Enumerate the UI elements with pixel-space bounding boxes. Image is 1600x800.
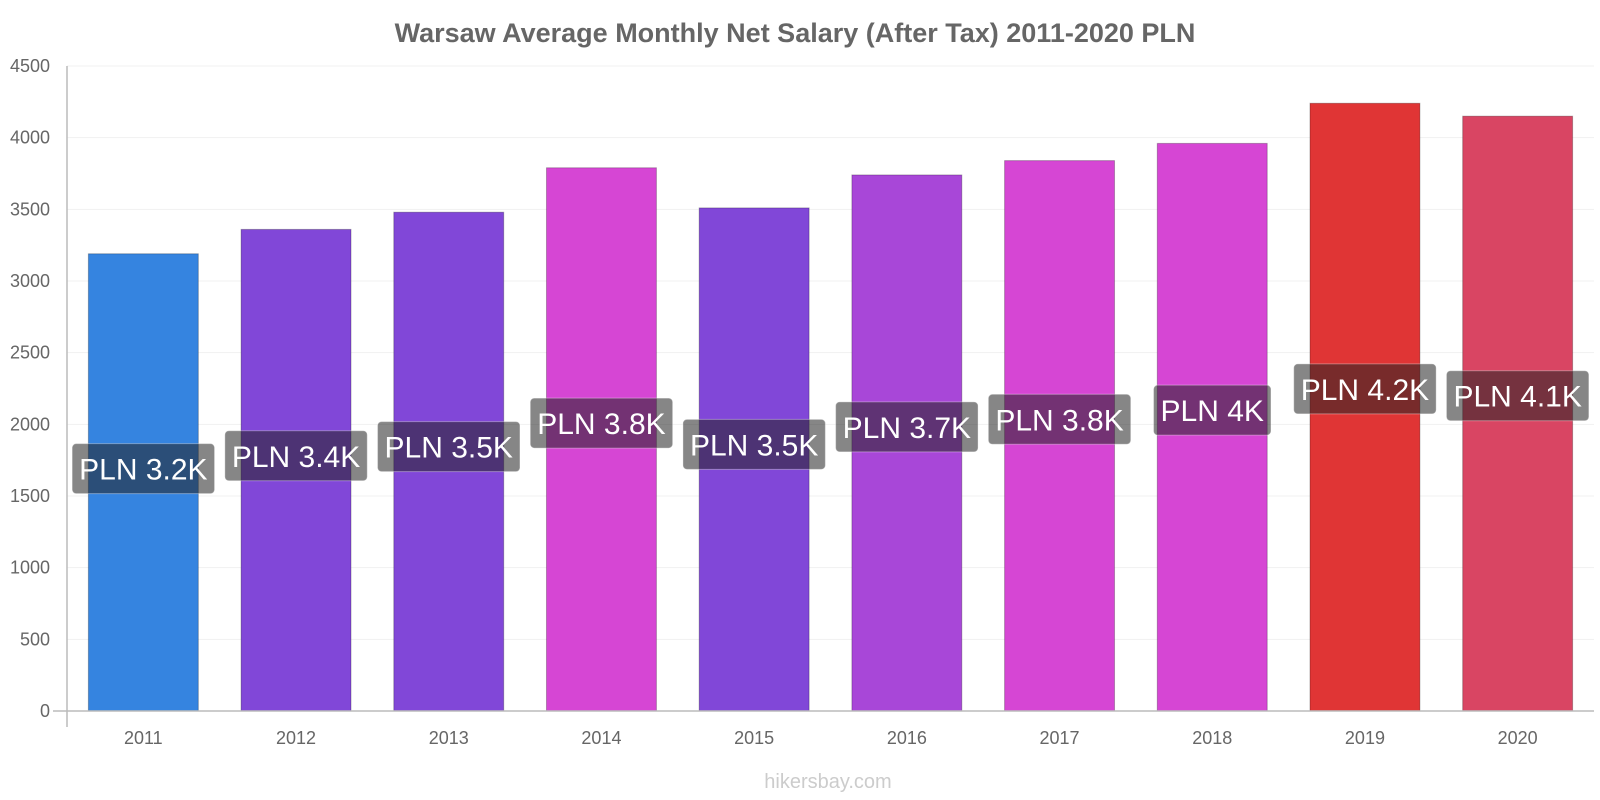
data-label-text: PLN 3.2K <box>79 454 207 487</box>
x-tick-label: 2011 <box>124 728 163 748</box>
data-labels: PLN 3.2K PLN 3.4K PLN 3.5K PLN 3.8K PLN 3.5K… <box>71 363 1590 495</box>
chart-title: Warsaw Average Monthly Net Salary (After… <box>395 18 1196 48</box>
x-tick-label: 2020 <box>1498 728 1538 748</box>
data-label-text: PLN 4.2K <box>1301 374 1429 407</box>
data-label-2012: PLN 3.4K <box>224 430 368 482</box>
y-tick-label: 4000 <box>10 128 50 148</box>
data-label-text: PLN 4K <box>1161 395 1264 428</box>
y-tick-label: 1000 <box>10 558 50 578</box>
y-tick-label: 500 <box>20 629 50 649</box>
y-tick-label: 1500 <box>10 486 50 506</box>
x-tick-label: 2013 <box>429 728 469 748</box>
data-label-text: PLN 4.1K <box>1453 381 1581 414</box>
data-label-2020: PLN 4.1K <box>1445 370 1590 422</box>
data-label-box <box>987 393 1132 445</box>
x-tick-label: 2017 <box>1040 728 1080 748</box>
y-tick-label: 2000 <box>10 414 50 434</box>
x-tick-label: 2016 <box>887 728 927 748</box>
y-tick-label: 3500 <box>10 199 50 219</box>
data-label-2019: PLN 4.2K <box>1293 363 1437 415</box>
data-label-2013: PLN 3.5K <box>377 421 521 473</box>
data-label-2017: PLN 3.8K <box>987 393 1132 445</box>
x-tick-label: 2014 <box>581 728 621 748</box>
data-label-text: PLN 3.7K <box>843 412 971 445</box>
data-label-box <box>377 421 521 473</box>
data-label-text: PLN 3.5K <box>385 432 513 465</box>
y-tick-label: 4500 <box>10 56 50 76</box>
data-label-box <box>529 397 674 449</box>
x-axis: 2011 2012 2013 2014 2015 2016 2017 2018 2019 2020 <box>53 710 1594 748</box>
y-tick-label: 2500 <box>10 343 50 363</box>
data-label-box <box>1153 384 1272 436</box>
y-axis: 0 500 1000 1500 2000 2500 3000 3500 4000 4500 <box>10 56 68 727</box>
data-label-2014: PLN 3.8K <box>529 397 674 449</box>
data-label-box <box>1445 370 1590 422</box>
data-label-box <box>224 430 368 482</box>
data-label-2015: PLN 3.5K <box>682 418 826 470</box>
x-tick-label: 2012 <box>276 728 316 748</box>
data-label-2011: PLN 3.2K <box>71 443 216 495</box>
data-label-2016: PLN 3.7K <box>835 401 979 453</box>
y-tick-label: 0 <box>40 701 50 721</box>
data-label-text: PLN 3.8K <box>995 404 1123 437</box>
data-label-box <box>71 443 216 495</box>
data-label-box <box>1293 363 1437 415</box>
data-label-2018: PLN 4K <box>1153 384 1272 436</box>
data-label-box <box>835 401 979 453</box>
watermark: hikersbay.com <box>764 771 891 793</box>
data-label-text: PLN 3.5K <box>690 429 818 462</box>
x-tick-label: 2015 <box>734 728 774 748</box>
x-tick-label: 2019 <box>1345 728 1385 748</box>
data-label-text: PLN 3.4K <box>232 441 360 474</box>
x-tick-label: 2018 <box>1192 728 1232 748</box>
data-label-box <box>682 418 826 470</box>
data-label-text: PLN 3.8K <box>537 408 665 441</box>
y-tick-label: 3000 <box>10 271 50 291</box>
